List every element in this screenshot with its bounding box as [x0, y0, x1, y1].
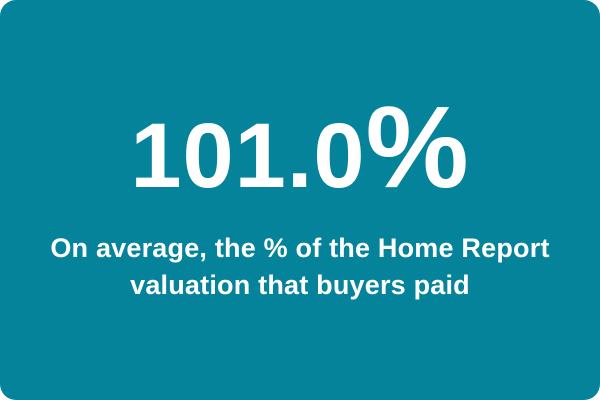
stat-number: 101.0: [130, 104, 366, 207]
stat-description-line-1: On average, the % of the Home Report: [50, 232, 550, 263]
stat-description: On average, the % of the Home Report val…: [50, 230, 549, 305]
stat-value: 101.0%: [130, 89, 469, 207]
percent-sign: %: [365, 81, 470, 212]
stat-description-line-2: valuation that buyers paid: [130, 269, 470, 300]
